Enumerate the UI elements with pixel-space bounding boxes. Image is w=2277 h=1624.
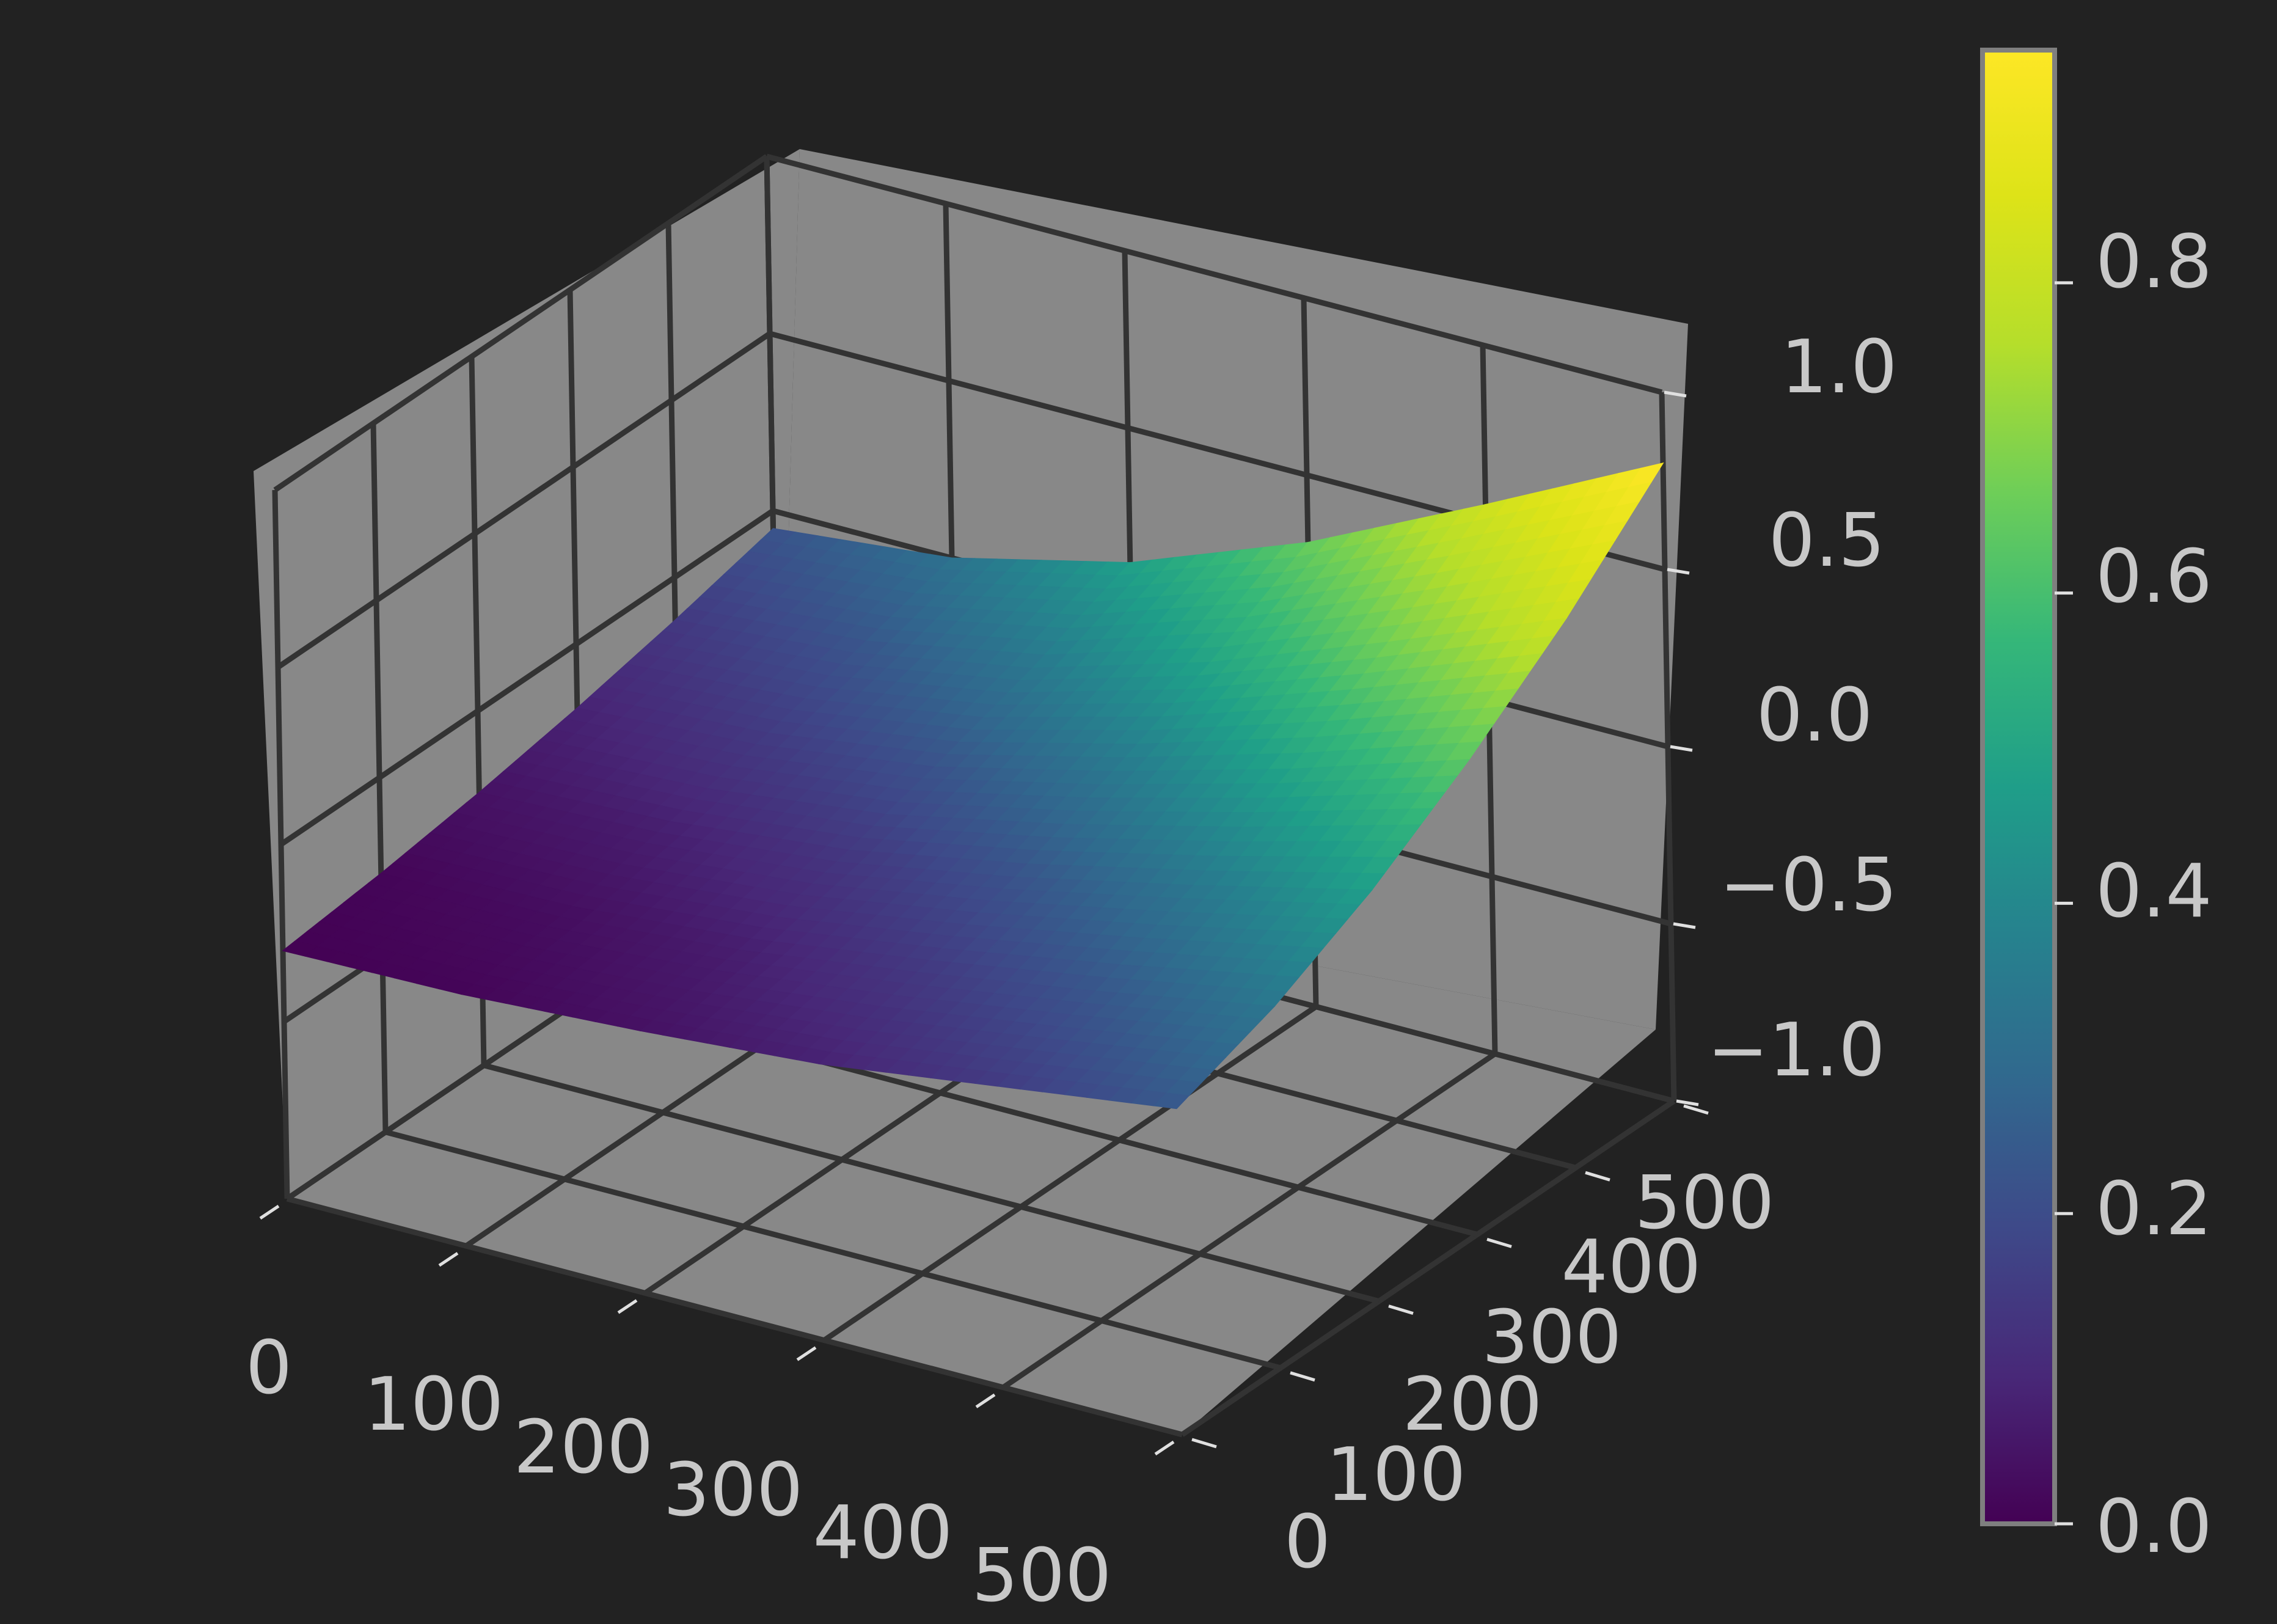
z-tick-label: 0.5 — [1769, 499, 1885, 583]
z-tick-mark — [1670, 745, 1693, 752]
y-axis-tick-labels: 0 100 200 300 400 500 — [1284, 1161, 1775, 1585]
y-tick-label: 0 — [1284, 1500, 1331, 1585]
y-tick-mark — [1388, 1304, 1414, 1315]
z-tick-mark — [1667, 568, 1690, 575]
colorbar: 0.0 0.2 0.4 0.6 0.8 — [1980, 48, 2212, 1570]
colorbar-gradient — [1980, 48, 2057, 1526]
floor-grid-line — [1180, 1099, 1676, 1437]
x-axis-tick-labels: 0 100 200 300 400 500 — [246, 1326, 1112, 1619]
x-tick-mark — [438, 1252, 459, 1267]
floor-grid-line — [822, 1004, 1318, 1343]
y-tick-label: 300 — [1482, 1295, 1621, 1380]
floor-grid-line — [384, 1129, 1282, 1371]
wall-grid-line — [279, 508, 775, 847]
z-tick-label: 0.0 — [1756, 673, 1873, 758]
y-tick-mark — [1191, 1438, 1217, 1449]
colorbar-tick-label: 0.2 — [2096, 1167, 2212, 1252]
y-tick-mark — [1486, 1238, 1512, 1248]
y-tick-label: 200 — [1402, 1362, 1542, 1447]
z-tick-mark — [1673, 922, 1696, 929]
z-tick-label: −1.0 — [1707, 1008, 1885, 1093]
colorbar-tick-label: 0.8 — [2096, 220, 2212, 305]
y-tick-mark — [1290, 1371, 1315, 1382]
x-tick-mark — [617, 1299, 638, 1314]
floor-grid-line — [483, 1063, 1380, 1304]
z-tick-mark — [1664, 390, 1687, 398]
tick-marks — [259, 390, 1709, 1456]
x-tick-label: 500 — [971, 1534, 1111, 1619]
colorbar-tick-label: 0.6 — [2096, 535, 2212, 620]
x-tick-mark — [796, 1346, 817, 1361]
y-tick-label: 100 — [1326, 1433, 1466, 1518]
z-tick-mark — [1676, 1099, 1699, 1106]
floor-grid-line — [286, 1196, 1183, 1438]
x-tick-mark — [259, 1204, 280, 1220]
y-tick-label: 400 — [1561, 1225, 1701, 1310]
x-tick-mark — [975, 1393, 996, 1408]
z-tick-label: −0.5 — [1719, 843, 1897, 928]
z-tick-label: 1.0 — [1781, 325, 1898, 410]
colorbar-tick-label: 0.4 — [2096, 849, 2212, 934]
wall-grid-line — [766, 153, 1663, 395]
y-tick-label: 500 — [1634, 1161, 1774, 1246]
colorbar-tick-label: 0.0 — [2096, 1485, 2212, 1570]
x-tick-label: 300 — [663, 1448, 803, 1533]
colorbar-tick-marks — [2055, 281, 2073, 1526]
wall-grid-line — [273, 154, 769, 492]
x-tick-label: 400 — [813, 1491, 952, 1576]
x-tick-mark — [1154, 1440, 1175, 1456]
floor-grid-line — [1001, 1052, 1497, 1390]
x-tick-label: 100 — [364, 1362, 503, 1447]
y-tick-mark — [1683, 1104, 1709, 1115]
x-tick-label: 0 — [246, 1326, 292, 1411]
x-tick-label: 200 — [513, 1405, 653, 1490]
z-axis-tick-labels: 1.0 0.5 0.0 −0.5 −1.0 — [1707, 325, 1897, 1093]
surface-mesh — [282, 462, 1664, 1110]
y-tick-mark — [1585, 1171, 1610, 1182]
wall-grid-line — [276, 331, 772, 670]
surface-facet — [1153, 1092, 1190, 1110]
